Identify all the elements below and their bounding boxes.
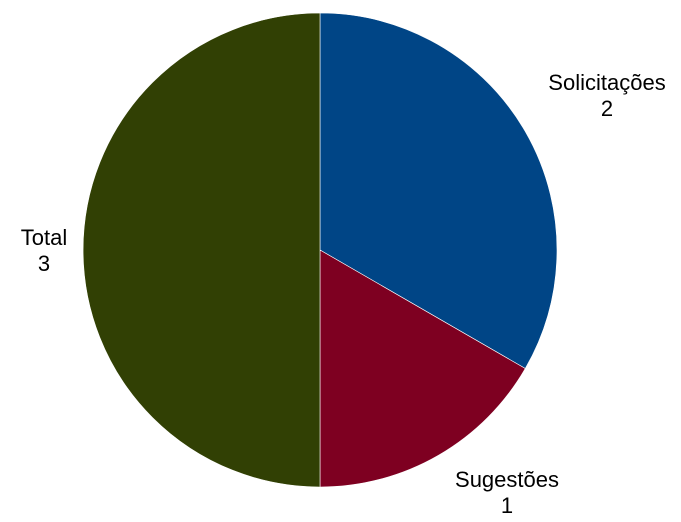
pie-slice-total (82, 12, 321, 488)
slice-label-sugestoes-name: Sugestões (455, 467, 559, 492)
slice-label-sugestoes-value: 1 (500, 493, 514, 518)
slice-label-sugestoes: Sugestões 1 (455, 467, 559, 519)
pie-slice-sugestoes (319, 249, 526, 488)
slice-label-solicitacoes: Solicitações 2 (548, 70, 665, 122)
slice-label-total-name: Total (20, 225, 68, 250)
pie-slices (82, 12, 558, 488)
slice-label-total-value: 3 (37, 251, 51, 276)
slice-label-solicitacoes-name: Solicitações (548, 70, 666, 95)
slice-label-total: Total 3 (21, 225, 67, 277)
slice-label-solicitacoes-value: 2 (600, 96, 614, 121)
pie-slice-solicitacoes (319, 12, 558, 369)
